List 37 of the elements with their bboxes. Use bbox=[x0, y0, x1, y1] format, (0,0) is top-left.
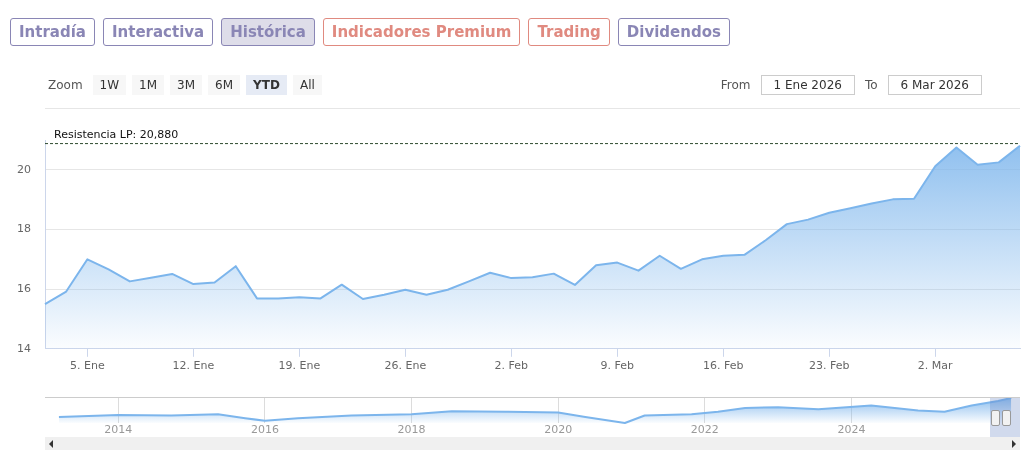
text: Histórica bbox=[221, 18, 315, 46]
text: 1W bbox=[92, 75, 127, 95]
x-tick-label: 12. Ene bbox=[172, 359, 215, 373]
x-tick-label: 26. Ene bbox=[384, 359, 427, 373]
x-tick-label: 2024 bbox=[837, 423, 866, 437]
text: 1M bbox=[132, 75, 165, 95]
text: 6 Mar 2026 bbox=[887, 75, 982, 95]
text: To bbox=[864, 78, 878, 92]
text: 1 Ene 2026 bbox=[760, 75, 855, 95]
text: YTD bbox=[246, 75, 287, 95]
x-tick-label: 2022 bbox=[690, 423, 719, 437]
x-tick-label: 19. Ene bbox=[278, 359, 321, 373]
ref-line-label: Resistencia LP: 20,880 bbox=[54, 127, 179, 141]
x-tick-label: 16. Feb bbox=[703, 359, 744, 373]
x-tick-label: 5. Ene bbox=[70, 359, 105, 373]
y-tick-label: 14 bbox=[17, 341, 31, 355]
x-tick-label: 2018 bbox=[397, 423, 426, 437]
y-tick-label: 16 bbox=[17, 282, 31, 295]
text: All bbox=[292, 75, 322, 95]
y-tick-label: 18 bbox=[17, 222, 31, 236]
text: Trading bbox=[528, 18, 610, 46]
text: 6M bbox=[208, 75, 241, 95]
x-tick-label: 2020 bbox=[544, 423, 573, 437]
x-tick-label: 2. Feb bbox=[494, 359, 529, 373]
text: From bbox=[720, 78, 751, 92]
x-tick-label: 2016 bbox=[250, 423, 279, 437]
x-tick-label: 9. Feb bbox=[600, 359, 635, 373]
text: Zoom bbox=[48, 78, 83, 92]
text: Dividendos bbox=[617, 18, 730, 46]
x-tick-label: 2. Mar bbox=[917, 359, 954, 373]
text: Indicadores Premium bbox=[322, 18, 521, 46]
text: 3M bbox=[170, 75, 203, 95]
text: Interactiva bbox=[102, 18, 214, 46]
text: Intradía bbox=[10, 18, 95, 46]
x-tick-label: 23. Feb bbox=[809, 359, 850, 373]
y-tick-label: 20 bbox=[17, 162, 31, 176]
x-tick-label: 2014 bbox=[104, 423, 133, 437]
